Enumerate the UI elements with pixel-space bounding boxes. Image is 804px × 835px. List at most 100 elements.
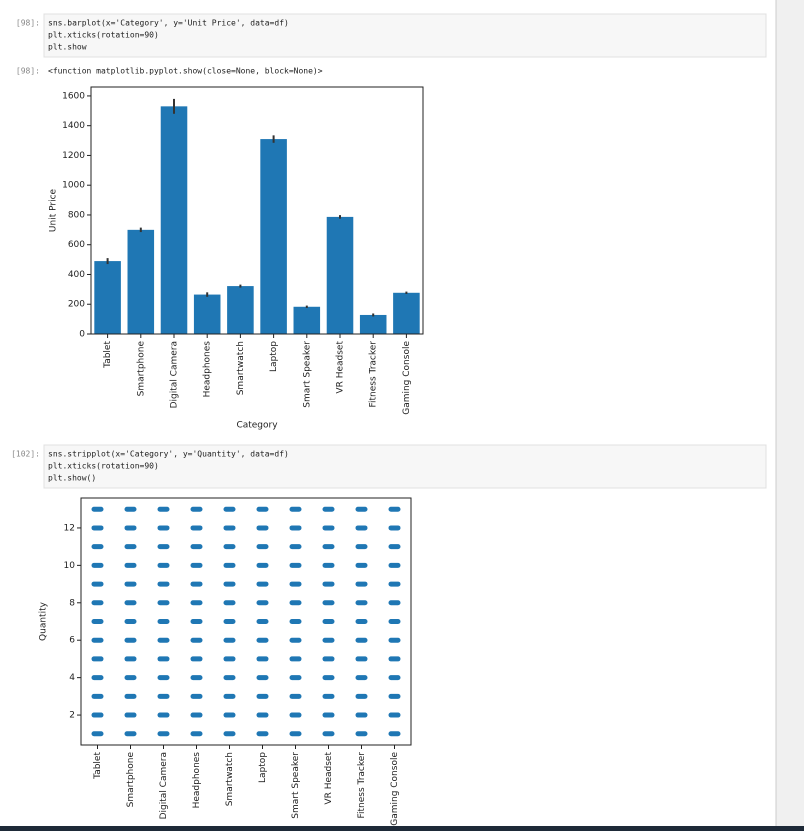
bar xyxy=(127,229,155,334)
strip-point xyxy=(388,656,401,662)
strip-point xyxy=(256,600,269,606)
strip-point xyxy=(157,544,170,550)
bar xyxy=(94,261,121,334)
code-cell[interactable] xyxy=(43,444,767,489)
y-tick-label: 2 xyxy=(69,711,75,721)
strip-point xyxy=(124,693,137,699)
bar xyxy=(260,139,287,334)
strip-point xyxy=(223,675,236,681)
y-tick-label: 8 xyxy=(69,598,75,608)
strip-point xyxy=(124,506,137,512)
status-bar xyxy=(0,826,804,831)
strip-point xyxy=(322,544,335,550)
strip-point xyxy=(157,693,170,699)
strip-point xyxy=(124,731,137,737)
strip-point xyxy=(91,675,104,681)
strip-point xyxy=(322,600,335,606)
strip-point xyxy=(355,506,368,512)
prompt: [102]: xyxy=(11,450,40,459)
strip-point xyxy=(289,581,302,587)
bar xyxy=(227,286,254,334)
x-tick-label: Smartphone xyxy=(126,752,136,808)
strip-point xyxy=(124,619,137,624)
y-tick-label: 12 xyxy=(64,523,75,533)
strip-point xyxy=(289,600,302,606)
scrollbar[interactable] xyxy=(776,0,804,831)
x-tick-label: Smartwatch xyxy=(236,341,246,395)
y-axis-label: Quantity xyxy=(39,601,49,641)
strip-point xyxy=(157,656,170,662)
strip-point xyxy=(322,693,335,699)
code-line: sns.stripplot(x='Category', y='Quantity'… xyxy=(48,450,289,459)
axes-frame xyxy=(90,86,424,335)
bar xyxy=(293,306,321,334)
y-tick-label: 10 xyxy=(64,561,76,571)
strip-point xyxy=(322,637,335,643)
strip-point xyxy=(91,619,104,624)
strip-point xyxy=(124,637,137,643)
strip-point xyxy=(223,525,236,531)
strip-point xyxy=(190,525,203,531)
y-tick-label: 200 xyxy=(68,300,85,310)
strip-point xyxy=(223,562,236,568)
strip-point xyxy=(256,693,269,699)
strip-point xyxy=(355,637,368,643)
strip-point xyxy=(355,731,368,737)
y-tick-label: 0 xyxy=(79,330,85,340)
strip-point xyxy=(124,581,137,587)
strip-point xyxy=(256,712,269,718)
strip-point xyxy=(355,525,368,531)
strip-point xyxy=(355,562,368,568)
strip-point xyxy=(190,693,203,699)
y-tick-label: 800 xyxy=(68,210,85,220)
y-tick-label: 1000 xyxy=(62,181,85,191)
strip-point xyxy=(322,656,335,662)
strip-point xyxy=(124,525,137,531)
strip-point xyxy=(223,619,236,624)
strip-point xyxy=(190,544,203,550)
strip-point xyxy=(91,637,104,643)
strip-point xyxy=(190,675,203,681)
x-tick-label: Laptop xyxy=(269,341,279,372)
x-tick-label: Fitness Tracker xyxy=(369,341,379,408)
strip-point xyxy=(355,675,368,681)
strip-point xyxy=(355,581,368,587)
prompt: [98]: xyxy=(16,67,40,76)
strip-point xyxy=(91,544,104,550)
strip-point xyxy=(388,637,401,643)
strip-point xyxy=(289,619,302,624)
strip-point xyxy=(289,525,302,531)
strip-point xyxy=(91,562,104,568)
strip-point xyxy=(289,693,302,699)
strip-point xyxy=(190,656,203,662)
x-tick-label: Headphones xyxy=(203,341,213,398)
bar xyxy=(160,106,188,334)
strip-point xyxy=(91,712,104,718)
strip-point xyxy=(289,562,302,568)
code-line: sns.barplot(x='Category', y='Unit Price'… xyxy=(48,19,289,28)
strip-point xyxy=(289,637,302,643)
strip-point xyxy=(157,525,170,531)
strip-point xyxy=(256,525,269,531)
strip-point xyxy=(256,506,269,512)
strip-point xyxy=(289,506,302,512)
strip-point xyxy=(91,731,104,737)
code-line: plt.xticks(rotation=90) xyxy=(48,31,159,40)
x-tick-label: VR Headset xyxy=(324,752,334,805)
strip-point xyxy=(355,619,368,624)
x-tick-label: Gaming Console xyxy=(390,752,400,826)
strip-point xyxy=(388,675,401,681)
x-tick-label: Tablet xyxy=(103,341,113,369)
strip-point xyxy=(289,731,302,737)
strip-point xyxy=(157,562,170,568)
code-cell[interactable] xyxy=(43,13,767,58)
strip-point xyxy=(124,600,137,606)
strip-point xyxy=(289,712,302,718)
x-tick-label: VR Headset xyxy=(336,341,346,394)
strip-point xyxy=(157,581,170,587)
bar xyxy=(193,294,221,334)
strip-point xyxy=(124,544,137,550)
y-tick-label: 4 xyxy=(69,673,75,683)
strip-point xyxy=(388,544,401,550)
strip-point xyxy=(157,637,170,643)
